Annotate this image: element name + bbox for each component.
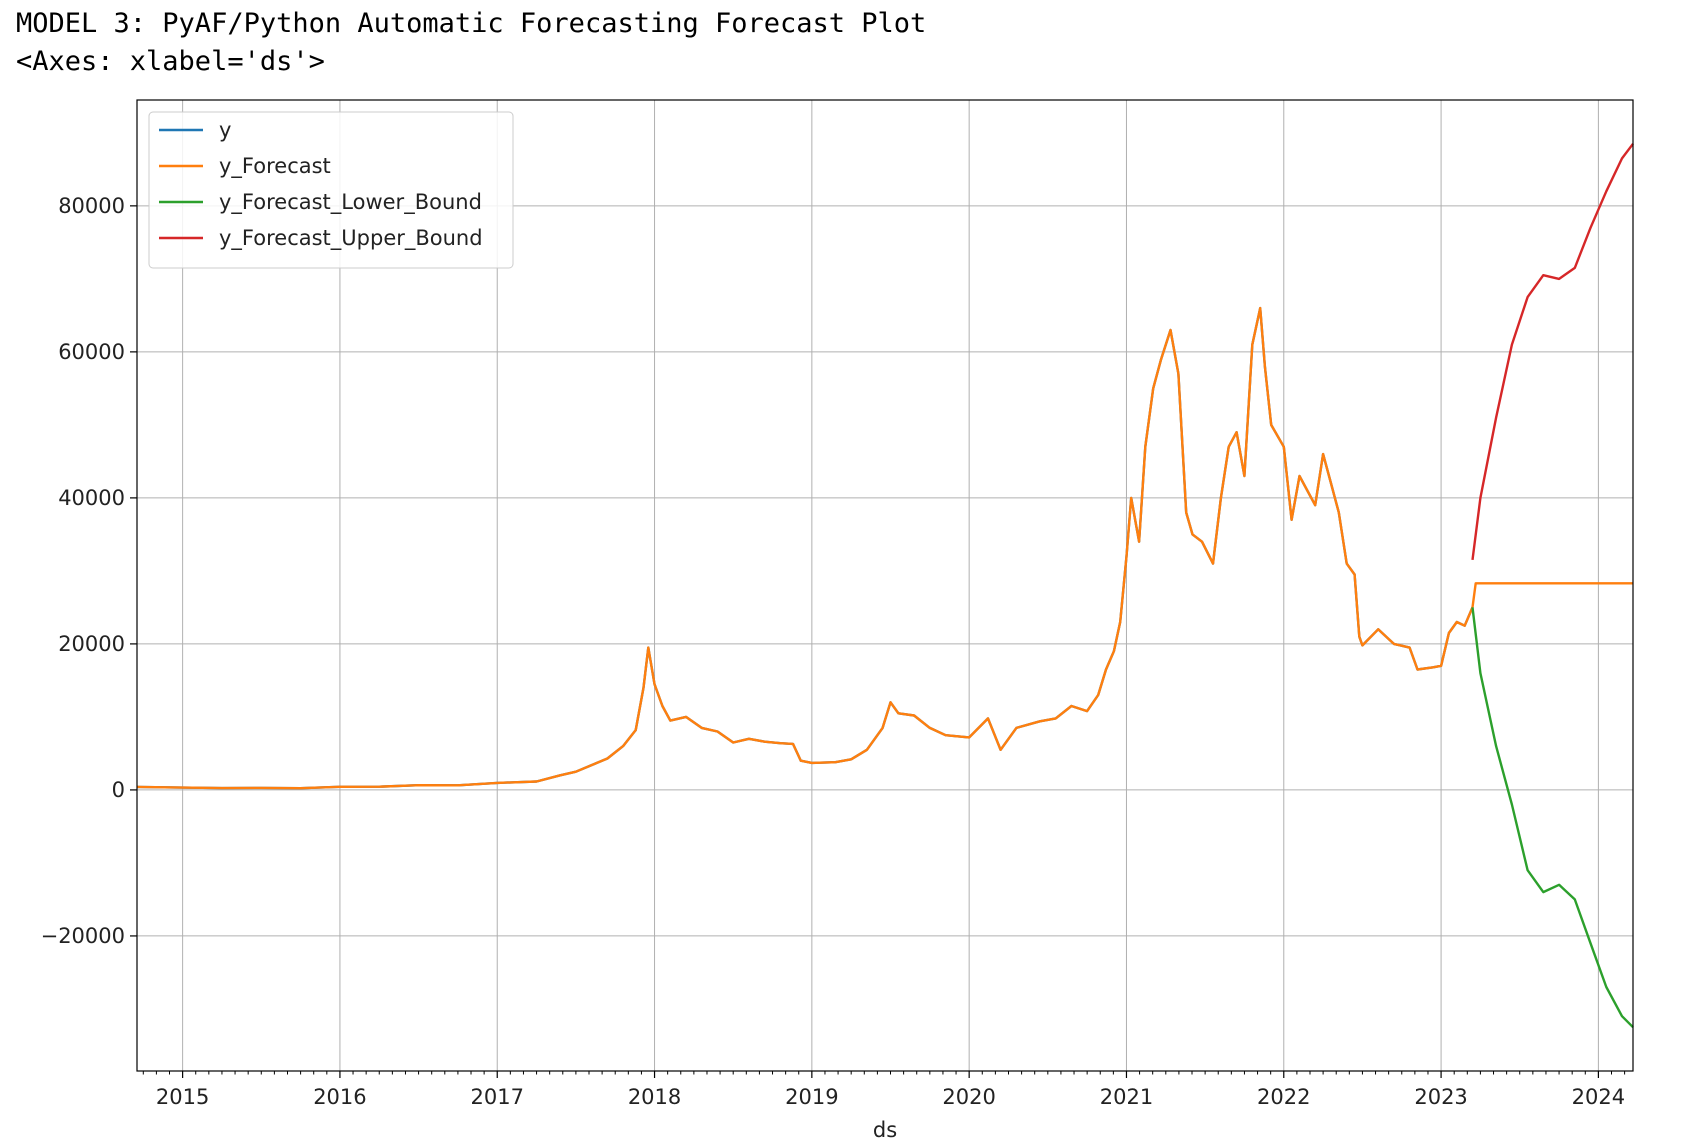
y-tick-label: −20000: [41, 924, 125, 948]
x-tick-label: 2019: [785, 1085, 838, 1109]
x-tick-label: 2022: [1257, 1085, 1310, 1109]
x-tick-label: 2020: [942, 1085, 995, 1109]
x-tick-label: 2016: [313, 1085, 366, 1109]
x-tick-label: 2024: [1572, 1085, 1625, 1109]
x-axis-label: ds: [873, 1118, 897, 1138]
x-tick-labels: 2015 2016 2017 2018 2019 2020 2021 2022 2023 2024: [156, 1085, 1625, 1109]
legend: y y_Forecast y_Forecast_Lower_Bound y_Forec…: [148, 111, 514, 269]
series-line-y: [136, 306, 1474, 790]
series-line-y-forecast-lower-bound: [1471, 607, 1634, 1029]
series-line-y-forecast: [136, 306, 1633, 790]
series-lines: [136, 143, 1634, 1029]
series-line-y-forecast-upper-bound: [1471, 143, 1634, 561]
grid-lines: [137, 100, 1633, 1071]
legend-label: y_Forecast: [219, 154, 331, 179]
legend-label: y: [219, 118, 231, 142]
y-tick-label: 0: [112, 778, 125, 802]
y-tick-labels: −20000 0 20000 40000 60000 80000: [41, 194, 125, 948]
y-tick-label: 20000: [58, 632, 125, 656]
plot-frame: [136, 99, 1634, 1072]
axes-repr-text: <Axes: xlabel='ds'>: [16, 46, 325, 77]
x-tick-label: 2021: [1100, 1085, 1153, 1109]
x-tick-label: 2018: [628, 1085, 681, 1109]
x-tick-label: 2015: [156, 1085, 209, 1109]
legend-label: y_Forecast_Lower_Bound: [219, 190, 482, 215]
output-title: MODEL 3: PyAF/Python Automatic Forecasti…: [16, 8, 927, 39]
y-tick-label: 80000: [58, 194, 125, 218]
tick-marks: [130, 205, 1626, 1078]
legend-label: y_Forecast_Upper_Bound: [219, 226, 483, 251]
x-tick-label: 2023: [1414, 1085, 1467, 1109]
y-tick-label: 40000: [58, 486, 125, 510]
y-tick-label: 60000: [58, 340, 125, 364]
legend-box: [148, 111, 514, 269]
x-tick-label: 2017: [471, 1085, 524, 1109]
